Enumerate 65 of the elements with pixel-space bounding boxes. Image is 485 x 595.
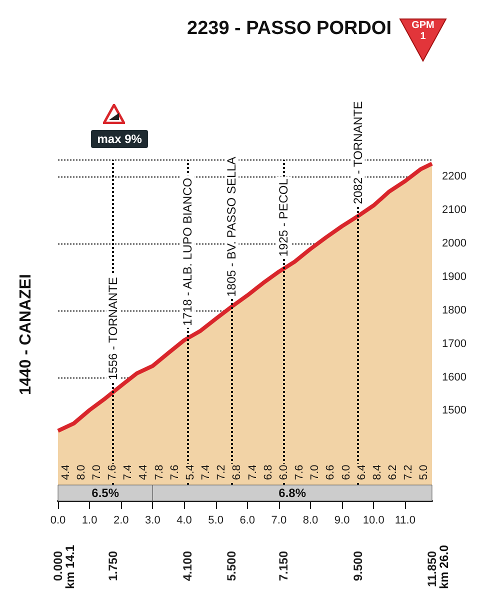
annotation: 7.6 <box>106 464 119 480</box>
annotation: 7.4 <box>122 464 134 480</box>
annotation: 6.0 <box>278 464 290 480</box>
x2-tick-label: 4.100 <box>180 550 194 582</box>
y-tick-label: 1900 <box>442 271 466 284</box>
text: km 26.0 <box>437 544 451 589</box>
x-tick-label: 9.0 <box>334 514 350 526</box>
y-tick-label: 1500 <box>442 404 466 417</box>
annotation: 1718 - ALB. LUPO BIANCO <box>180 178 194 326</box>
x-tick-label: 10.0 <box>362 514 384 526</box>
x2-tick-label: 0.000 <box>51 550 65 582</box>
annotation: 6.2 <box>387 464 400 480</box>
y-tick-label: 1700 <box>442 338 466 350</box>
annotation: 6.4 <box>356 464 368 480</box>
annotation: 2082 - TORNANTE <box>350 101 365 204</box>
x2-tick-label: 1.750 <box>106 550 120 582</box>
annotation: 4.4 <box>60 464 72 480</box>
x2-tick-label: 11.850 <box>425 550 439 588</box>
y-tick-label: 2200 <box>442 170 466 183</box>
annotation: 6.6 <box>324 464 337 480</box>
annotation: 6.8 <box>262 464 274 480</box>
text: 1 <box>419 31 427 42</box>
x-tick-label: 5.0 <box>208 514 224 526</box>
annotation: 7.0 <box>90 464 103 480</box>
y-tick-label: 1600 <box>442 371 466 384</box>
x2-tick-label: 7.150 <box>276 550 291 582</box>
annotation: 6.8 <box>231 464 244 480</box>
x-tick-label: 6.0 <box>240 514 256 526</box>
annotation: 7.6 <box>294 464 306 480</box>
annotation: 5.0 <box>418 464 430 480</box>
x-tick-label: 8.0 <box>302 514 318 526</box>
x-tick-label: 3.0 <box>145 514 160 526</box>
y-tick-label: 2100 <box>442 204 466 216</box>
x-tick-label: 4.0 <box>176 514 192 526</box>
annotation: 1925 - PECOL <box>276 178 291 257</box>
annotation: 8.4 <box>371 464 384 480</box>
x-tick-label: 11.0 <box>394 514 416 526</box>
text: GPM <box>410 20 436 31</box>
text: km 14.1 <box>63 544 77 589</box>
annotation: 4.4 <box>138 464 150 480</box>
chart-title: 2239 - PASSO PORDOI <box>187 18 392 39</box>
x2-tick-label: 5.500 <box>224 550 239 582</box>
x-tick-label: 1.0 <box>82 514 98 526</box>
annotation: 5.4 <box>184 464 196 480</box>
annotation: 7.2 <box>402 464 415 480</box>
text: max 9% <box>91 130 148 148</box>
annotation: 7.8 <box>153 464 166 480</box>
annotation: 7.6 <box>168 464 181 480</box>
annotation: 7.0 <box>309 464 322 480</box>
x2-tick-label: 9.500 <box>350 550 365 582</box>
x-tick-label: 7.0 <box>271 514 287 526</box>
annotation: 1556 - TORNANTE <box>106 277 120 380</box>
y-tick-label: 1800 <box>442 304 466 316</box>
x-tick-label: 2.0 <box>113 514 129 526</box>
band-label: 6.5% <box>92 486 120 500</box>
annotation: 7.4 <box>200 464 212 480</box>
x-tick-label: 0.0 <box>50 514 66 526</box>
annotation: 7.4 <box>246 464 259 480</box>
annotation: 7.2 <box>216 464 228 480</box>
text: 1440 - CANAZEI <box>18 274 34 395</box>
y-tick-label: 2000 <box>442 238 466 250</box>
annotation: 8.0 <box>75 464 88 480</box>
annotation: 1805 - BV. PASSO SELLA <box>224 156 239 297</box>
band-label: 6.8% <box>278 486 306 500</box>
annotation: 6.0 <box>340 464 352 480</box>
